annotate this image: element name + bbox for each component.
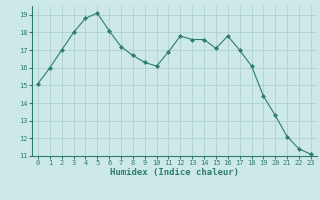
X-axis label: Humidex (Indice chaleur): Humidex (Indice chaleur) — [110, 168, 239, 177]
